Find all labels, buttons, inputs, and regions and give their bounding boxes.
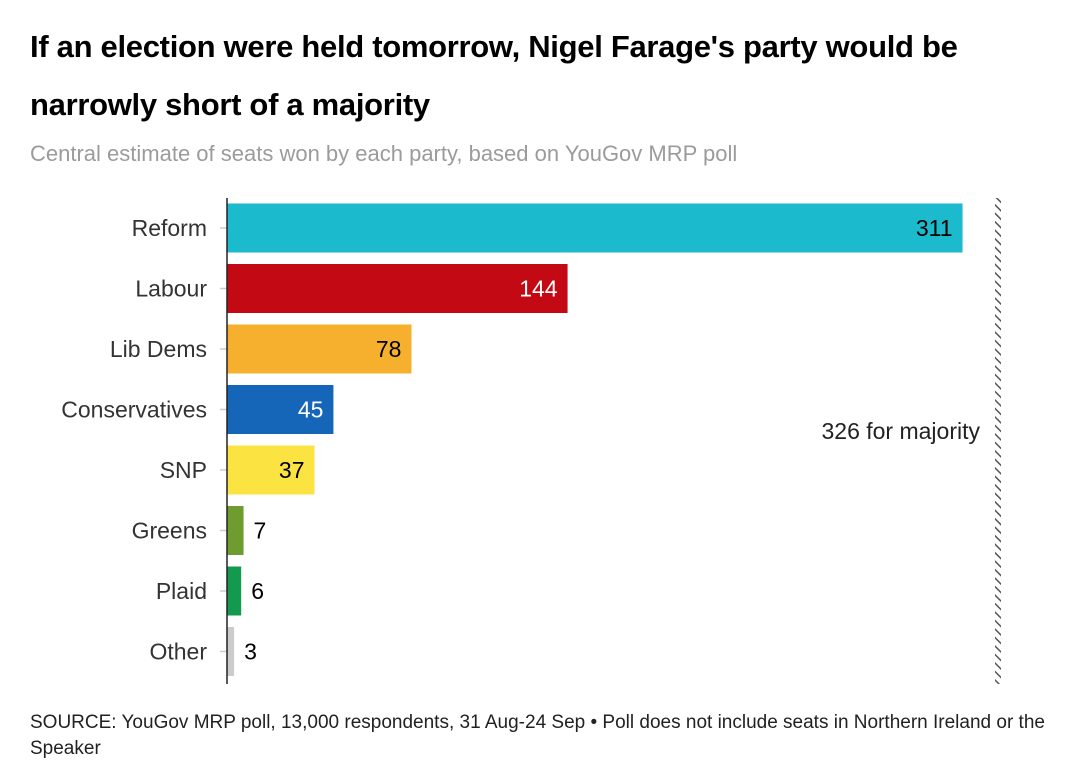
bars-layer: 326 for majority Reform 311 Labour 144 Lib De… (61, 198, 1001, 684)
chart-subtitle: Central estimate of seats won by each pa… (30, 141, 738, 166)
data-label: 45 (298, 397, 324, 423)
category-label: Plaid (156, 578, 207, 604)
bar-labour (227, 264, 568, 313)
chart-title: If an election were held tomorrow, Nigel… (30, 29, 958, 122)
bar-snp (227, 445, 315, 495)
data-label: 78 (376, 336, 402, 362)
category-label: Labour (135, 276, 207, 302)
bar-chart: 326 for majority Reform 311 Labour 144 Lib De… (61, 198, 1001, 684)
data-label: 3 (244, 639, 257, 665)
category-label: Conservatives (61, 397, 207, 423)
bar-other (227, 627, 235, 676)
category-label: Other (149, 639, 207, 665)
data-label: 37 (279, 457, 305, 483)
source-note: SOURCE: YouGov MRP poll, 13,000 responde… (30, 712, 1045, 759)
bar-lib-dems (227, 324, 412, 374)
bar-greens (227, 506, 244, 555)
bar-conservatives (227, 385, 334, 434)
category-label: Greens (132, 518, 207, 544)
data-label: 6 (251, 578, 264, 604)
category-label: Reform (132, 215, 207, 241)
category-label: SNP (160, 457, 207, 483)
data-label: 311 (916, 215, 953, 241)
category-label: Lib Dems (110, 336, 207, 362)
bar-reform (227, 203, 963, 253)
majority-label: 326 for majority (821, 418, 980, 444)
data-label: 7 (254, 518, 267, 544)
majority-line (995, 198, 1001, 684)
bar-plaid (227, 566, 242, 616)
data-label: 144 (519, 276, 558, 302)
